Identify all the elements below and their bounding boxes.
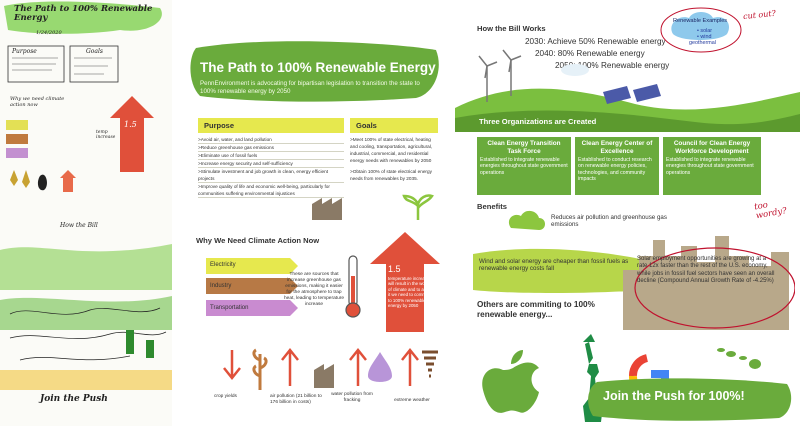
milestone-2040: 2040: 80% Renewable energy <box>535 49 645 58</box>
orgs-title: Three Organizations are Created <box>479 117 597 126</box>
examples-title: Renewable Examples <box>673 18 728 24</box>
temperature-value: 1.5 <box>388 264 401 274</box>
cloud-icon <box>561 64 589 76</box>
org-title: Council for Clean Energy Workforce Devel… <box>673 140 751 155</box>
sources-diagram <box>206 258 298 316</box>
sketch-panel: The Path to 100% Renewable Energy 1/24/2… <box>0 0 172 426</box>
crop-arrow-icon <box>223 350 241 381</box>
source-transportation: Transportation <box>210 305 249 311</box>
join-banner-shape <box>588 378 792 421</box>
sketch-side-note: temp increase <box>96 130 116 140</box>
right-column: How the Bill Works 2030: Achieve 50% Ren… <box>455 0 800 426</box>
city-silhouette <box>623 236 795 330</box>
weather-arrow-icon <box>401 347 419 386</box>
examples-cloud <box>660 7 742 53</box>
goals-header: Goals <box>350 118 438 133</box>
purpose-list: >Avoid air, water, and land pollution >R… <box>198 136 344 198</box>
wind-turbine-icon <box>478 49 522 102</box>
org-center-excellence: Clean Energy Center of Excellence Establ… <box>575 137 659 195</box>
source-industry: Industry <box>210 283 232 289</box>
org-text: Established to integrate renewable energ… <box>480 157 568 176</box>
sketch-goals: Goals <box>86 48 103 55</box>
wheat-icon <box>252 348 268 390</box>
purpose-item: >Stimulate investment and job growth in … <box>198 168 344 183</box>
milestone-2030: 2030: Achieve 50% Renewable energy <box>525 37 666 46</box>
examples-list: • solar • wind geothermal <box>689 28 716 46</box>
org-text: Established to conduct research on renew… <box>578 157 652 183</box>
example-solar: • solar <box>697 28 713 34</box>
sketch-why-note: Why we need climate action now <box>10 96 65 108</box>
impact-air-pollution: air pollution (21 billion to 176 billion… <box>270 394 322 405</box>
goals-item: >Meet 100% of state electrical, heating … <box>350 137 433 163</box>
org-text: Established to integrate renewable energ… <box>666 157 754 176</box>
benefits-title: Benefits <box>477 202 507 211</box>
title-banner <box>190 41 439 102</box>
benefit-cost: Wind and solar energy are cheaper than f… <box>479 258 629 273</box>
impact-water-pollution: water pollution from fracking <box>331 392 373 403</box>
sketch-date: 1/24/2020 <box>36 30 62 36</box>
purpose-item: >Eliminate use of fossil fuels <box>198 152 344 160</box>
purpose-header: Purpose <box>198 118 344 133</box>
org-workforce-council: Council for Clean Energy Workforce Devel… <box>663 137 761 195</box>
middle-column: The Path to 100% Renewable Energy PennEn… <box>178 0 448 426</box>
water-arrow-icon <box>349 347 367 386</box>
sources-explanation: These are sources that increase greenhou… <box>284 272 345 307</box>
apple-logo-icon <box>482 350 539 413</box>
temperature-arrow <box>370 232 440 332</box>
tornado-icon <box>422 350 438 378</box>
others-title: Others are commiting to 100% renewable e… <box>477 300 595 319</box>
org-title: Clean Energy Transition Task Force <box>487 140 561 155</box>
join-cta: Join the Push for 100%! <box>603 389 745 403</box>
impact-icons <box>223 347 438 390</box>
milestone-2050: 2050: 100% Renewable energy <box>555 61 670 70</box>
sketch-bottom-note: Join the Push <box>40 394 108 404</box>
org-task-force: Clean Energy Transition Task Force Estab… <box>477 137 571 195</box>
org-title: Clean Energy Center of Excellence <box>581 140 653 155</box>
impact-crop-yields: crop yields <box>214 394 237 399</box>
purpose-item: >Avoid air, water, and land pollution <box>198 136 344 144</box>
sketch-drawing <box>0 1 172 390</box>
thermometer-icon <box>345 255 361 318</box>
landscape-illustration <box>455 49 800 132</box>
purpose-item: >Improve quality of life and economic we… <box>198 183 344 198</box>
benefit-jobs: Solar employment opportunities are growi… <box>637 256 775 284</box>
page-subtitle: PennEnvironment is advocating for bipart… <box>200 80 420 95</box>
factory-icon <box>314 364 334 388</box>
water-drop-icon <box>368 352 392 382</box>
page-title: The Path to 100% Renewable Energy <box>200 60 436 75</box>
why-title: Why We Need Climate Action Now <box>196 236 320 245</box>
temperature-text: temperature increase will result in the … <box>388 276 432 309</box>
goals-list: >Meet 100% of state electrical, heating … <box>350 136 438 182</box>
benefit-air: Reduces air pollution and greenhouse gas… <box>551 214 667 229</box>
purpose-item: >Reduce greenhouse gas emissions <box>198 144 344 152</box>
factory-sprout-icon <box>312 194 434 220</box>
milestone-list: 2030: Achieve 50% Renewable energy 2040:… <box>525 36 669 72</box>
sketch-purpose: Purpose <box>12 48 37 55</box>
sketch-title: The Path to 100% Renewable Energy <box>14 4 153 23</box>
note-cut-out: cut out? <box>742 8 777 22</box>
example-wind: • wind <box>697 34 712 40</box>
source-electricity: Electricity <box>210 262 236 268</box>
impact-extreme-weather: extreme weather <box>394 398 430 403</box>
purpose-item: >Increase energy security and self-suffi… <box>198 160 344 168</box>
benefit-hill <box>473 248 645 293</box>
hawaii-map-icon <box>717 348 761 369</box>
green-cloud-icon <box>508 210 545 230</box>
air-arrow-icon <box>281 347 299 386</box>
note-too-wordy: too wordy? <box>753 200 788 222</box>
sketch-how-bill: How the Bill <box>60 222 98 229</box>
goals-item: >Obtain 100% of state electrical energy … <box>350 169 432 181</box>
sketch-arrow-number: 1.5 <box>124 120 137 129</box>
example-geothermal: geothermal <box>689 40 716 46</box>
solar-panel-icon <box>603 84 661 104</box>
how-bill-title: How the Bill Works <box>477 24 546 33</box>
